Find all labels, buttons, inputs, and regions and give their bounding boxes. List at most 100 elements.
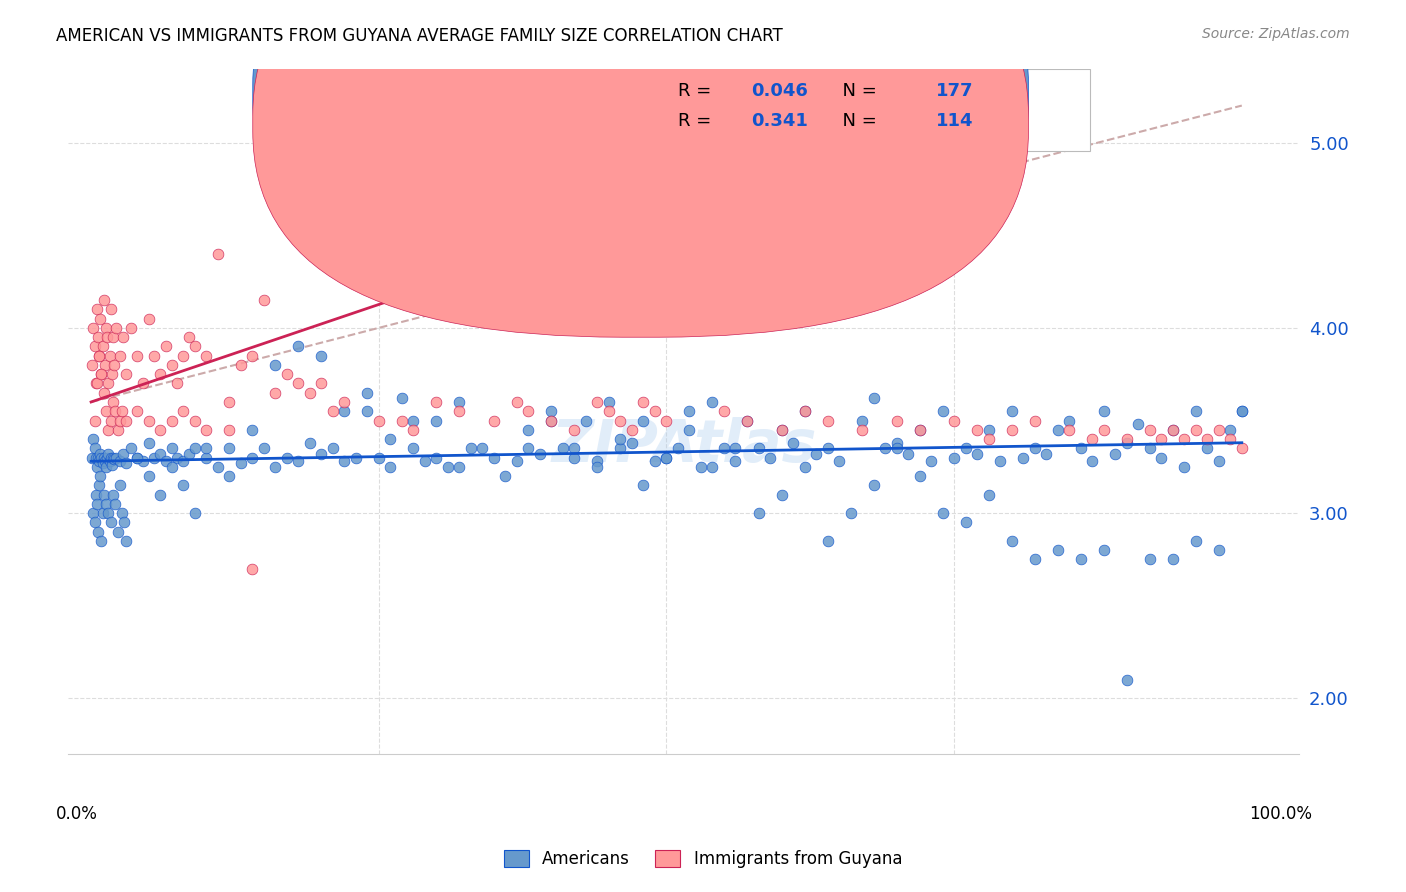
Point: [97, 423, 120, 437]
Point: [127, 450, 149, 465]
Point: [229, 456, 252, 470]
Point: [101, 330, 124, 344]
Point: [402, 423, 425, 437]
Point: [564, 450, 586, 465]
Point: [1139, 442, 1161, 456]
Point: [1057, 413, 1080, 427]
Text: 100.0%: 100.0%: [1249, 805, 1312, 823]
Point: [322, 442, 344, 456]
Point: [828, 454, 851, 468]
Point: [218, 442, 240, 456]
Point: [90, 367, 112, 381]
Point: [86, 459, 108, 474]
Point: [97, 506, 120, 520]
Point: [633, 478, 655, 492]
Point: [1070, 442, 1092, 456]
Point: [1197, 442, 1219, 456]
Point: [101, 395, 124, 409]
Point: [425, 395, 447, 409]
Point: [103, 452, 125, 467]
Point: [309, 376, 332, 391]
Point: [94, 321, 117, 335]
Point: [98, 349, 121, 363]
Point: [586, 454, 609, 468]
Point: [380, 459, 402, 474]
Point: [100, 516, 122, 530]
Point: [276, 367, 298, 381]
Point: [89, 311, 111, 326]
Point: [977, 432, 1000, 446]
Point: [609, 413, 631, 427]
Point: [93, 385, 115, 400]
Point: [851, 413, 873, 427]
Point: [747, 442, 769, 456]
Text: N =: N =: [831, 112, 883, 130]
Point: [908, 423, 931, 437]
Point: [264, 385, 287, 400]
Point: [120, 442, 142, 456]
Point: [108, 349, 131, 363]
Point: [195, 349, 218, 363]
Point: [655, 450, 678, 465]
Point: [1139, 552, 1161, 566]
Point: [103, 358, 125, 372]
Point: [886, 413, 908, 427]
Point: [1230, 404, 1253, 418]
Point: [1012, 450, 1035, 465]
Point: [94, 454, 117, 468]
Point: [1161, 423, 1184, 437]
Point: [529, 447, 551, 461]
Point: [240, 349, 263, 363]
Point: [666, 442, 689, 456]
Text: 0.0%: 0.0%: [56, 805, 97, 823]
Point: [586, 459, 609, 474]
Point: [782, 435, 804, 450]
Point: [333, 454, 356, 468]
Point: [104, 497, 127, 511]
Point: [931, 506, 953, 520]
Point: [90, 533, 112, 548]
Point: [367, 450, 389, 465]
Point: [91, 506, 114, 520]
Point: [1150, 450, 1173, 465]
Point: [770, 423, 793, 437]
Point: [195, 423, 218, 437]
Point: [540, 413, 562, 427]
Point: [886, 442, 908, 456]
Point: [1092, 404, 1115, 418]
Point: [93, 487, 115, 501]
Point: [425, 413, 447, 427]
Point: [517, 442, 540, 456]
Point: [540, 413, 562, 427]
Point: [87, 524, 110, 539]
Point: [149, 487, 172, 501]
Point: [82, 506, 104, 520]
Point: [1046, 543, 1069, 558]
Point: [149, 367, 172, 381]
Point: [98, 454, 121, 468]
Point: [517, 404, 540, 418]
Point: [1104, 447, 1126, 461]
Point: [120, 321, 142, 335]
Point: [240, 562, 263, 576]
Point: [988, 454, 1011, 468]
Point: [138, 435, 160, 450]
Point: [1092, 543, 1115, 558]
Point: [644, 454, 666, 468]
Point: [1046, 423, 1069, 437]
Point: [1173, 432, 1195, 446]
Point: [172, 478, 194, 492]
Point: [83, 339, 105, 353]
Point: [172, 454, 194, 468]
Point: [89, 454, 111, 468]
Point: [333, 404, 356, 418]
Point: [309, 447, 332, 461]
Point: [143, 349, 166, 363]
Point: [149, 447, 172, 461]
Point: [264, 459, 287, 474]
Point: [114, 413, 136, 427]
Point: [86, 376, 108, 391]
Point: [609, 432, 631, 446]
Point: [218, 469, 240, 483]
Point: [747, 506, 769, 520]
